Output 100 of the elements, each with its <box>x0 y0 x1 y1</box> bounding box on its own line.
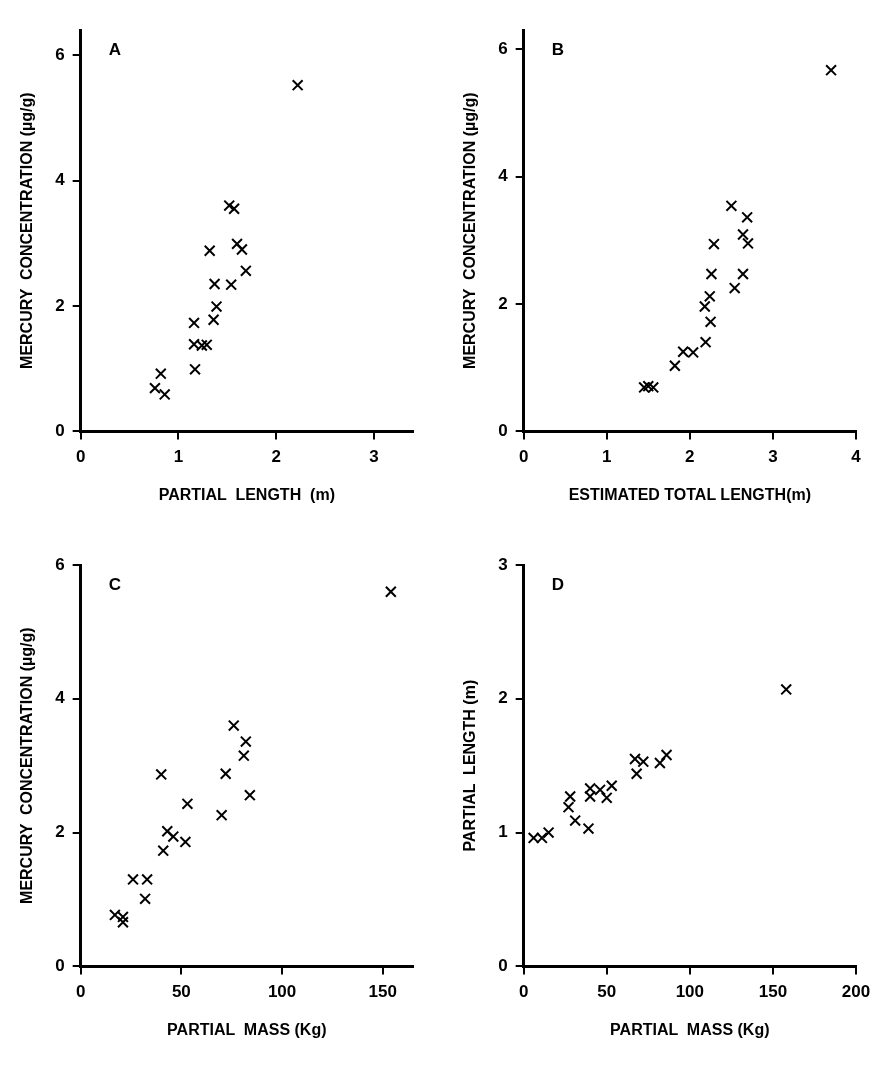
point <box>161 825 174 838</box>
point <box>704 315 717 328</box>
y-tick-label: 4 <box>55 170 66 190</box>
y-axis-title: PARTIAL LENGTH (m) <box>461 679 479 852</box>
point <box>569 814 582 827</box>
point <box>207 313 220 326</box>
point <box>728 282 741 294</box>
point <box>527 832 540 844</box>
point <box>780 683 793 696</box>
point <box>668 359 681 372</box>
point <box>687 346 700 359</box>
point <box>725 199 738 212</box>
point <box>117 916 129 929</box>
point <box>215 809 228 822</box>
point <box>630 767 643 780</box>
y-axis-title: MERCURY CONCENTRATION (µg/g) <box>18 92 36 369</box>
point <box>227 719 240 732</box>
point <box>642 380 655 393</box>
point <box>638 381 651 394</box>
point <box>647 381 660 394</box>
x-tick-label: 1 <box>602 447 612 467</box>
point <box>195 339 208 352</box>
x-tick-label: 150 <box>758 982 788 1002</box>
x-tick-label: 0 <box>518 982 529 1002</box>
point <box>235 243 248 256</box>
point <box>223 199 236 212</box>
point <box>225 278 238 291</box>
point <box>155 768 168 781</box>
point <box>600 791 613 804</box>
point <box>208 278 221 290</box>
point <box>188 316 200 329</box>
point <box>737 268 749 280</box>
point <box>653 757 666 769</box>
point <box>384 585 397 598</box>
point <box>660 749 673 761</box>
x-tick-label: 50 <box>597 982 617 1002</box>
point <box>239 735 252 748</box>
y-tick-label: 0 <box>498 956 508 976</box>
point <box>637 755 650 768</box>
point <box>239 264 252 277</box>
y-tick-label: 1 <box>498 822 508 842</box>
point <box>189 363 201 376</box>
point <box>535 832 548 844</box>
point <box>200 338 213 351</box>
y-tick-label: 6 <box>498 38 508 58</box>
y-tick-label: 3 <box>498 554 508 574</box>
point <box>154 367 167 380</box>
point <box>127 873 139 886</box>
point <box>157 844 170 857</box>
point <box>117 910 129 923</box>
point <box>629 753 641 765</box>
x-tick-label: 3 <box>369 447 379 467</box>
point <box>237 749 250 762</box>
y-tick-label: 2 <box>55 822 65 842</box>
point <box>291 79 304 92</box>
x-axis-title: ESTIMATED TOTAL LENGTH(m) <box>568 485 812 503</box>
y-tick-label: 2 <box>55 295 65 315</box>
point <box>605 779 618 792</box>
text: D <box>551 575 564 595</box>
text: B <box>551 40 564 60</box>
point <box>698 300 711 313</box>
point <box>203 244 216 257</box>
point <box>141 873 154 886</box>
point <box>231 237 243 250</box>
point <box>181 797 194 810</box>
x-tick-label: 0 <box>518 447 529 467</box>
point <box>188 338 200 351</box>
point <box>179 836 192 848</box>
text: A <box>108 40 121 60</box>
point <box>167 830 180 843</box>
point <box>139 892 152 905</box>
y-tick-label: 2 <box>498 293 508 313</box>
point <box>825 64 838 77</box>
point <box>158 388 171 401</box>
point <box>703 290 716 303</box>
x-tick-label: 1 <box>173 447 184 467</box>
x-tick-label: 0 <box>75 982 86 1002</box>
y-tick-label: 0 <box>498 421 508 441</box>
x-tick-label: 4 <box>851 447 862 467</box>
x-tick-label: 2 <box>685 447 695 467</box>
point <box>243 789 256 802</box>
x-tick-label: 100 <box>267 982 297 1002</box>
y-tick-label: 4 <box>55 688 66 708</box>
point <box>148 382 161 395</box>
point <box>108 908 121 921</box>
point <box>737 228 749 241</box>
point <box>582 822 595 835</box>
x-tick-label: 3 <box>768 447 778 467</box>
x-tick-label: 150 <box>368 982 397 1002</box>
x-axis-title: PARTIAL MASS (Kg) <box>610 1020 770 1038</box>
y-tick-label: 6 <box>55 554 65 574</box>
point <box>210 300 223 313</box>
x-tick-label: 100 <box>675 982 705 1002</box>
y-tick-label: 2 <box>498 688 508 708</box>
x-tick-label: 0 <box>75 447 86 467</box>
y-tick-label: 0 <box>55 956 65 976</box>
y-axis-title: MERCURY CONCENTRATION (µg/g) <box>461 92 479 369</box>
point <box>219 767 232 780</box>
x-tick-label: 50 <box>171 982 191 1002</box>
x-tick-label: 200 <box>841 982 871 1002</box>
